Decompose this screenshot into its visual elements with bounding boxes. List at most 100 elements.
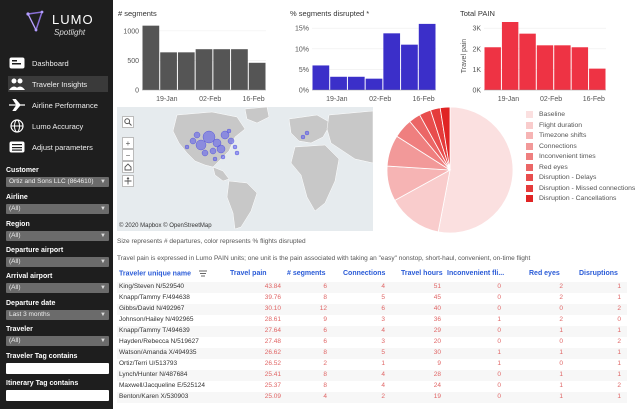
bar[interactable] <box>418 23 436 91</box>
sort-icon[interactable] <box>198 270 207 277</box>
bar[interactable] <box>142 25 160 91</box>
legend-item[interactable]: Connections <box>526 142 577 151</box>
airport-dot[interactable] <box>212 156 218 162</box>
bar[interactable] <box>401 44 418 90</box>
col-header-traveler[interactable]: Traveler unique name <box>119 270 207 277</box>
departure-date-select[interactable]: Last 3 months ▼ <box>6 310 109 320</box>
arrival-airport-select[interactable]: (All) ▼ <box>6 283 109 293</box>
pie-slice[interactable] <box>394 169 451 233</box>
bar[interactable] <box>383 33 401 90</box>
airport-dot[interactable] <box>234 150 240 156</box>
col-header-segments[interactable]: # segments <box>287 270 326 277</box>
airport-dot[interactable] <box>209 147 217 155</box>
bar[interactable] <box>177 52 195 90</box>
legend-item[interactable]: Disruption - Delays <box>526 173 596 182</box>
zoom-in-icon: + <box>125 138 131 148</box>
table-row[interactable]: Johnson/Hailey N/492965 28.61 9 3 36 1 2 0 <box>117 315 627 326</box>
bar[interactable] <box>589 68 606 90</box>
nav-item-lumo-accuracy[interactable]: Lumo Accuracy <box>8 118 108 134</box>
bar[interactable] <box>365 78 383 90</box>
airport-dot[interactable] <box>220 154 226 160</box>
bar[interactable] <box>248 62 266 90</box>
airport-dot[interactable] <box>202 130 216 144</box>
bar[interactable] <box>160 52 177 90</box>
airline-select[interactable]: (All) ▼ <box>6 204 109 214</box>
customer-select[interactable]: Ortiz and Sons LLC (864610) ▼ <box>6 177 109 187</box>
legend-item[interactable]: Baseline <box>526 110 565 119</box>
bar[interactable] <box>195 49 213 90</box>
traveler-tag-input[interactable] <box>6 363 109 374</box>
nav-item-traveler-insights[interactable]: Traveler Insights <box>8 76 108 92</box>
map-zoom-out-button[interactable]: − <box>122 149 134 161</box>
bar[interactable] <box>347 76 365 90</box>
bar[interactable] <box>554 45 571 90</box>
table-row[interactable]: Lynch/Hunter N/487684 25.41 8 4 28 0 1 1 <box>117 370 627 381</box>
legend-item[interactable]: Inconvenient times <box>526 152 596 161</box>
bar[interactable] <box>213 49 231 90</box>
legend-item[interactable]: Disruption - Missed connections <box>526 184 635 193</box>
itinerary-tag-input[interactable] <box>6 390 109 401</box>
airport-dot[interactable] <box>216 144 226 154</box>
airport-dot[interactable] <box>201 149 209 157</box>
world-map[interactable]: + − © 2020 Mapbox © OpenStreetMap <box>117 107 373 231</box>
legend-swatch <box>526 132 533 139</box>
airport-dot[interactable] <box>195 139 207 151</box>
bar[interactable] <box>231 49 248 90</box>
airport-dot[interactable] <box>300 134 306 140</box>
col-header-travel-pain[interactable]: Travel pain <box>230 270 267 277</box>
table-row[interactable]: King/Steven N/529540 43.84 6 4 51 0 2 1 <box>117 282 627 293</box>
col-header-red-eyes[interactable]: Red eyes <box>529 270 560 277</box>
bar[interactable] <box>501 22 519 90</box>
bar[interactable] <box>519 33 536 90</box>
table-row[interactable]: Maxwell/Jacqueline E/525124 25.37 8 4 24 0 1 2 <box>117 381 627 392</box>
airport-dot[interactable] <box>193 131 201 139</box>
table-row[interactable]: Knapp/Tammy F/494638 39.76 8 5 45 0 2 1 <box>117 293 627 304</box>
airport-dot[interactable] <box>212 138 222 148</box>
traveler-select[interactable]: (All) ▼ <box>6 336 109 346</box>
table-row[interactable]: Hayden/Rebecca N/519627 27.48 6 3 20 0 0 2 <box>117 337 627 348</box>
table-row[interactable]: Watson/Amanda X/494935 26.62 8 5 30 1 1 1 <box>117 348 627 359</box>
legend-label: Timezone shifts <box>539 132 587 139</box>
pie-slice[interactable] <box>437 106 514 234</box>
col-header-connections[interactable]: Connections <box>343 270 386 277</box>
table-row[interactable]: Knapp/Tammy T/494639 27.64 6 4 29 0 1 1 <box>117 326 627 337</box>
table-row[interactable]: Benton/Karen X/530903 25.09 4 2 19 0 1 1 <box>117 392 627 403</box>
nav-item-airline-performance[interactable]: Airline Performance <box>8 97 108 113</box>
airport-dot[interactable] <box>189 137 197 145</box>
legend-item[interactable]: Red eyes <box>526 163 568 172</box>
bar[interactable] <box>536 45 554 90</box>
airport-dot[interactable] <box>226 128 232 134</box>
bar[interactable] <box>571 47 589 90</box>
airport-dot[interactable] <box>227 137 235 145</box>
legend-item[interactable]: Flight duration <box>526 121 582 130</box>
nav-item-dashboard[interactable]: Dashboard <box>8 55 108 71</box>
map-home-button[interactable] <box>122 161 134 173</box>
table-cell: 19 <box>433 393 441 400</box>
table-cell: 26.62 <box>264 349 281 356</box>
departure-airport-select[interactable]: (All) ▼ <box>6 257 109 267</box>
table-row[interactable]: Gibbs/David N/492967 30.10 12 6 40 0 0 2 <box>117 304 627 315</box>
legend-item[interactable]: Disruption - Cancellations <box>526 194 616 203</box>
map-pan-button[interactable] <box>122 175 134 187</box>
pie-slice[interactable] <box>439 106 451 171</box>
col-header-disruptions[interactable]: Disruptions <box>579 270 618 277</box>
bar[interactable] <box>312 65 330 90</box>
airport-dot[interactable] <box>184 144 190 150</box>
legend-item[interactable]: Timezone shifts <box>526 131 586 140</box>
col-header-inconvenient-flights[interactable]: Inconvenient fli... <box>447 270 505 277</box>
airport-dot[interactable] <box>232 144 238 150</box>
airport-dot[interactable] <box>220 130 230 140</box>
legend-label: Disruption - Delays <box>539 174 597 181</box>
bar[interactable] <box>330 76 347 90</box>
map-search-button[interactable] <box>122 116 134 128</box>
table-cell: 12 <box>319 305 327 312</box>
bar[interactable] <box>484 47 501 90</box>
col-header-travel-hours[interactable]: Travel hours <box>401 270 443 277</box>
table-row[interactable]: Ortiz/Terri U/513793 26.52 2 1 9 1 0 1 <box>117 359 627 370</box>
x-tick-label: 16-Feb <box>413 96 435 103</box>
nav-item-adjust-parameters[interactable]: Adjust parameters <box>8 139 108 155</box>
map-zoom-in-button[interactable]: + <box>122 137 134 149</box>
airport-dot[interactable] <box>304 130 310 136</box>
table-cell: 0 <box>497 371 501 378</box>
region-select[interactable]: (All) ▼ <box>6 231 109 241</box>
